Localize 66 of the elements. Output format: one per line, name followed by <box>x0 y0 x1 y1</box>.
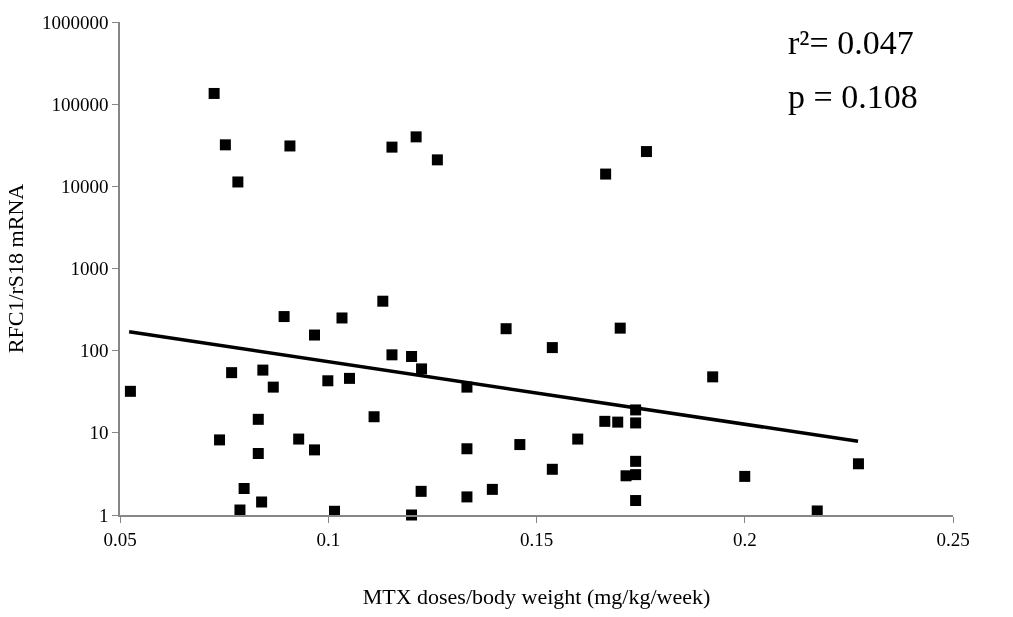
point <box>368 411 380 423</box>
point <box>461 443 473 455</box>
point <box>416 363 428 375</box>
point <box>219 139 231 151</box>
point <box>612 416 624 428</box>
point <box>630 495 642 507</box>
point <box>500 323 512 335</box>
y-tick-label: 10 <box>89 422 109 444</box>
point <box>252 413 264 425</box>
annotation: p = 0.108 <box>788 78 918 115</box>
point <box>852 458 864 470</box>
point <box>252 448 264 460</box>
point <box>124 385 136 397</box>
point <box>309 329 321 341</box>
point <box>322 375 334 387</box>
point <box>599 415 611 427</box>
point <box>406 350 418 362</box>
x-tick-label: 0.25 <box>936 528 970 550</box>
point <box>640 146 652 158</box>
x-tick-label: 0.2 <box>732 528 757 550</box>
point <box>309 444 321 456</box>
point <box>415 485 427 497</box>
y-tick-label: 10000 <box>60 175 109 197</box>
point <box>514 439 526 451</box>
point <box>431 154 443 166</box>
point <box>208 87 220 99</box>
y-tick-label: 100 <box>79 340 109 362</box>
y-tick-label: 1 <box>98 504 109 526</box>
point <box>486 483 498 495</box>
point <box>256 496 268 508</box>
point <box>461 491 473 503</box>
point <box>257 364 269 376</box>
point <box>238 483 250 495</box>
point <box>234 504 246 516</box>
annotation: r²= 0.047 <box>788 24 914 61</box>
y-tick-label: 100000 <box>51 93 109 115</box>
point <box>620 470 632 482</box>
point <box>630 417 642 429</box>
point <box>293 433 305 445</box>
point <box>214 434 226 446</box>
point <box>386 349 398 361</box>
point <box>278 311 290 323</box>
point <box>707 371 719 383</box>
point <box>546 463 558 475</box>
point <box>336 312 348 324</box>
point <box>386 141 398 153</box>
point <box>232 176 244 188</box>
x-axis-title: MTX doses/body weight (mg/kg/week) <box>362 583 711 609</box>
point <box>614 322 626 334</box>
x-tick-label: 0.05 <box>103 528 137 550</box>
point <box>377 295 389 307</box>
point <box>343 372 355 384</box>
point <box>546 342 558 354</box>
x-tick-label: 0.15 <box>519 528 554 550</box>
point <box>600 168 612 180</box>
point <box>630 455 642 467</box>
x-tick-label: 0.1 <box>316 528 341 550</box>
point <box>572 433 584 445</box>
point <box>226 367 238 379</box>
point <box>267 381 279 393</box>
point <box>284 140 296 152</box>
y-axis-title: RFC1/rS18 mRNA <box>3 183 29 354</box>
y-tick-label: 1000000 <box>41 11 109 33</box>
y-tick-label: 1000 <box>70 258 109 280</box>
point <box>410 131 422 143</box>
point <box>739 470 751 482</box>
